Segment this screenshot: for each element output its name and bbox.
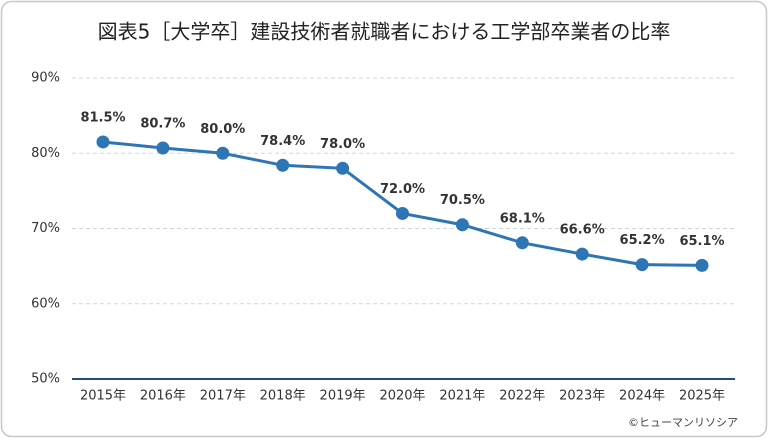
y-tick-label: 90%: [31, 71, 60, 86]
value-label: 78.0%: [320, 137, 365, 152]
point: [575, 247, 589, 261]
chart-title: 図表5［大学卒］建設技術者就職者における工学部卒業者の比率: [98, 20, 671, 44]
value-label: 80.7%: [140, 116, 185, 131]
x-tick-label: 2016年: [140, 389, 186, 404]
x-tick-label: 2020年: [379, 389, 425, 404]
x-tick-label: 2023年: [559, 389, 605, 404]
value-label: 81.5%: [80, 110, 125, 125]
x-tick-label: 2021年: [439, 389, 485, 404]
point: [336, 161, 350, 175]
x-tick-label: 2019年: [320, 389, 366, 404]
value-label: 66.6%: [560, 223, 605, 238]
x-tick-label: 2024年: [619, 389, 665, 404]
point: [276, 158, 290, 172]
value-label: 72.0%: [380, 182, 425, 197]
value-label: 65.1%: [679, 234, 724, 249]
point: [635, 258, 649, 272]
y-tick-label: 80%: [31, 146, 60, 161]
value-label: 80.0%: [200, 122, 245, 137]
value-label: 70.5%: [440, 193, 485, 208]
y-tick-label: 70%: [31, 221, 60, 236]
y-tick-label: 50%: [31, 372, 60, 387]
x-tick-label: 2022年: [499, 389, 545, 404]
point: [515, 236, 529, 250]
value-label: 68.1%: [500, 211, 545, 226]
point: [455, 218, 469, 232]
value-label: 78.4%: [260, 134, 305, 149]
y-tick-label: 60%: [31, 296, 60, 311]
x-tick-label: 2017年: [200, 389, 246, 404]
x-tick-label: 2018年: [260, 389, 306, 404]
point: [96, 135, 110, 149]
point: [695, 258, 709, 272]
x-tick-label: 2015年: [80, 389, 126, 404]
point: [156, 141, 170, 155]
point: [396, 206, 409, 220]
x-tick-label: 2025年: [679, 389, 725, 404]
value-label: 65.2%: [620, 233, 665, 248]
point: [216, 146, 230, 160]
source: ©ヒューマンリソシア: [628, 416, 738, 429]
